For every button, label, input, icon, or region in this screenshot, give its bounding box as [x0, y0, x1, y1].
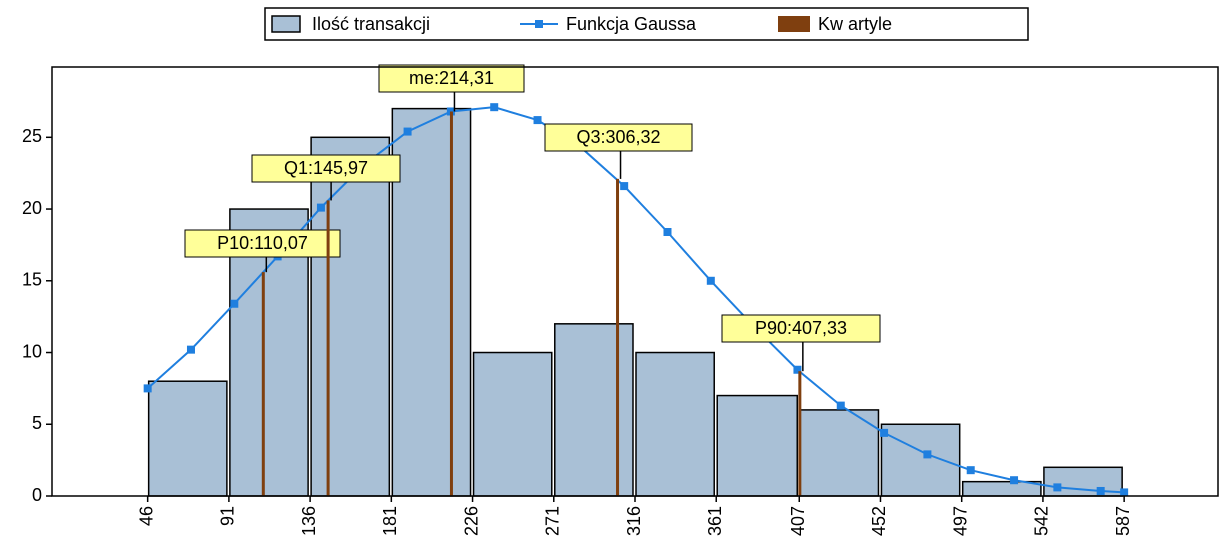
y-tick-label: 25 — [22, 126, 42, 146]
legend-label: Funkcja Gaussa — [566, 14, 697, 34]
gauss-marker — [663, 228, 672, 236]
quartile-label: Q3:306,32 — [576, 127, 660, 147]
legend-box — [264, 7, 1029, 41]
x-tick-label: 542 — [1032, 506, 1052, 536]
gauss-marker — [143, 384, 152, 393]
quartile-label: me:214,31 — [409, 68, 494, 88]
label-box — [544, 123, 693, 152]
bar — [472, 351, 553, 497]
gauss-marker — [793, 365, 802, 374]
x-tick-label: 271 — [543, 506, 563, 536]
gauss-marker — [706, 276, 715, 285]
y-tick-label: 20 — [22, 198, 42, 218]
legend-label: Kw artyle — [818, 14, 892, 34]
gauss-marker — [186, 345, 195, 354]
gauss-marker — [230, 299, 239, 308]
plot-frame — [51, 66, 1219, 497]
gauss-marker — [1010, 476, 1019, 485]
quartile-label: P90:407,33 — [755, 318, 847, 338]
quartile-label: Q1:145,97 — [284, 158, 368, 178]
bar — [961, 480, 1042, 497]
bar — [635, 351, 715, 497]
legend-marker — [535, 20, 543, 28]
y-tick-label: 5 — [32, 413, 42, 433]
label-box — [184, 229, 341, 258]
bar — [554, 323, 634, 497]
x-tick-label: 181 — [380, 506, 400, 536]
gauss-marker — [403, 127, 412, 136]
legend-label: Ilość transakcji — [312, 14, 430, 34]
x-tick-label: 91 — [218, 506, 238, 526]
bar — [880, 423, 961, 497]
legend-swatch — [778, 16, 810, 32]
gauss-marker — [966, 466, 975, 475]
gauss-marker — [533, 116, 542, 125]
y-tick-label: 0 — [32, 485, 42, 505]
x-tick-label: 452 — [869, 506, 889, 536]
legend-swatch — [271, 15, 301, 33]
y-tick-label: 10 — [22, 341, 42, 361]
gauss-marker — [836, 401, 845, 410]
gauss-marker — [923, 450, 932, 459]
gauss-marker — [316, 203, 325, 212]
x-tick-label: 587 — [1113, 506, 1133, 536]
gauss-marker — [620, 182, 629, 191]
x-tick-label: 361 — [705, 506, 725, 536]
gauss-line — [146, 106, 1125, 494]
x-tick-label: 497 — [950, 506, 970, 536]
x-tick-label: 226 — [461, 506, 481, 536]
x-tick-label: 316 — [624, 506, 644, 536]
gauss-marker — [1096, 486, 1105, 495]
x-tick-label: 136 — [299, 506, 319, 536]
gauss-marker — [1120, 488, 1129, 497]
gauss-marker — [1053, 483, 1062, 492]
quartile-label: P10:110,07 — [217, 233, 308, 253]
bar — [799, 409, 880, 497]
x-tick-label: 46 — [136, 506, 156, 526]
x-tick-label: 407 — [788, 506, 808, 536]
bar — [716, 394, 799, 497]
label-box — [251, 154, 401, 183]
bar — [147, 380, 228, 497]
label-box — [378, 64, 525, 93]
gauss-marker — [880, 428, 889, 437]
gauss-marker — [490, 103, 499, 112]
label-box — [721, 314, 881, 343]
bar — [391, 107, 472, 497]
y-tick-label: 15 — [22, 270, 42, 290]
bar — [310, 136, 391, 497]
